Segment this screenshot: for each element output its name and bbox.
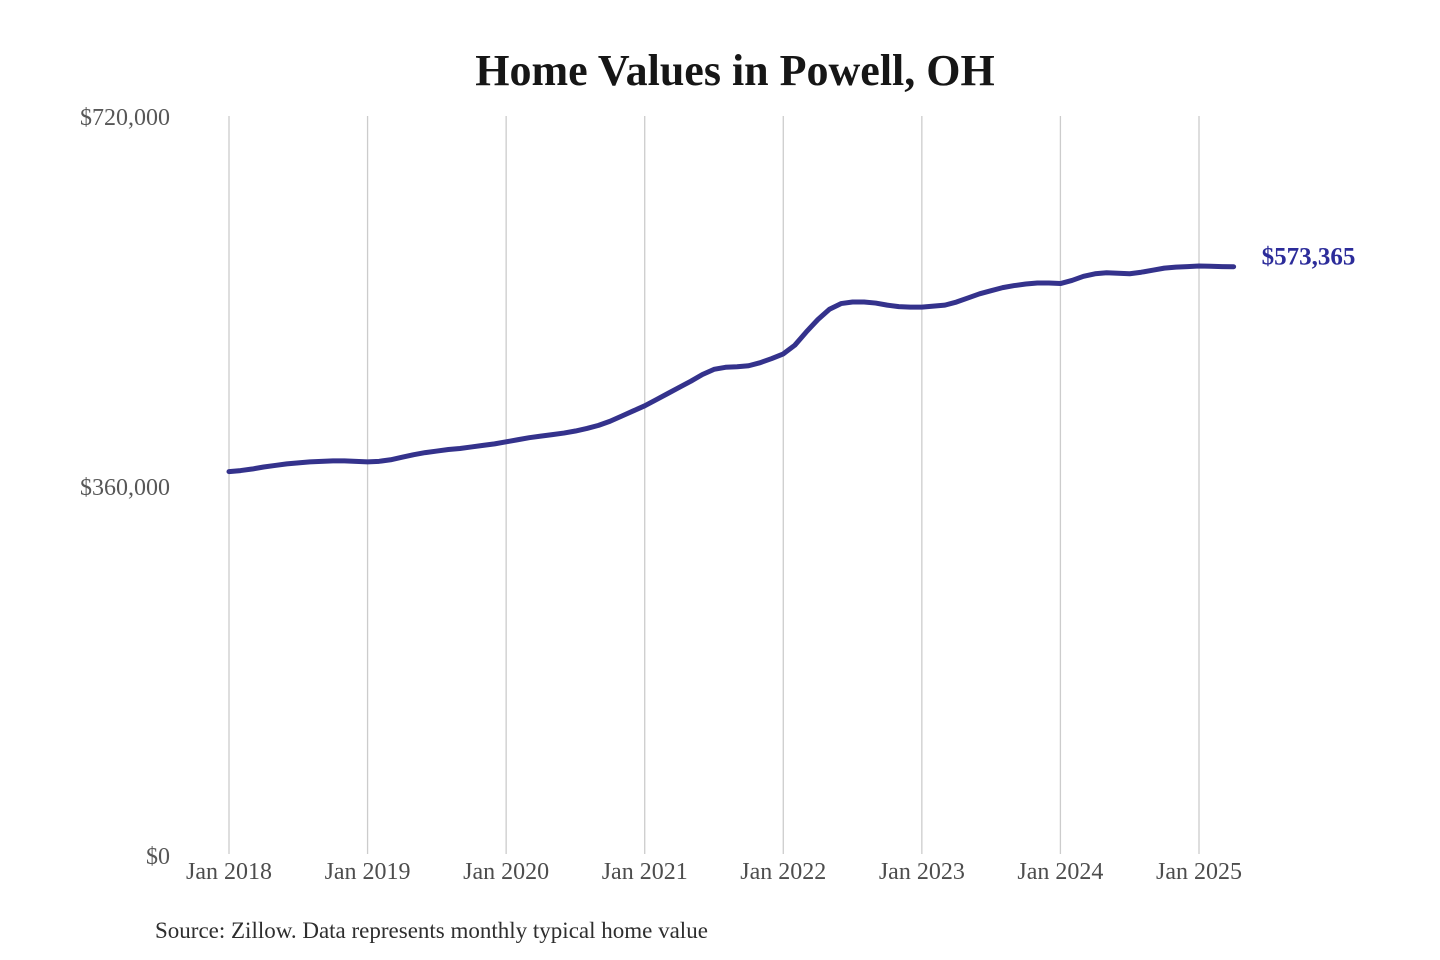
source-note: Source: Zillow. Data represents monthly … [155,918,708,943]
chart-title: Home Values in Powell, OH [475,46,994,95]
x-tick-label-jan-2021: Jan 2021 [602,859,688,885]
y-tick-label-360000: $360,000 [80,475,170,501]
x-tick-label-jan-2023: Jan 2023 [879,859,965,885]
y-tick-label-0: $0 [146,844,170,870]
x-tick-label-jan-2019: Jan 2019 [325,859,411,885]
home-value-line-series [226,263,1237,475]
x-axis-tick-labels: Jan 2018 Jan 2019 Jan 2020 Jan 2021 Jan 2022… [186,859,1242,885]
x-tick-label-jan-2025: Jan 2025 [1156,859,1242,885]
y-tick-label-720000: $720,000 [80,105,170,131]
x-tick-label-jan-2020: Jan 2020 [463,859,549,885]
final-value-label: $573,365 [1262,244,1356,271]
x-tick-label-jan-2022: Jan 2022 [740,859,826,885]
gridlines [228,116,1200,854]
x-tick-label-jan-2024: Jan 2024 [1017,859,1103,885]
x-tick-label-jan-2018: Jan 2018 [186,859,272,885]
